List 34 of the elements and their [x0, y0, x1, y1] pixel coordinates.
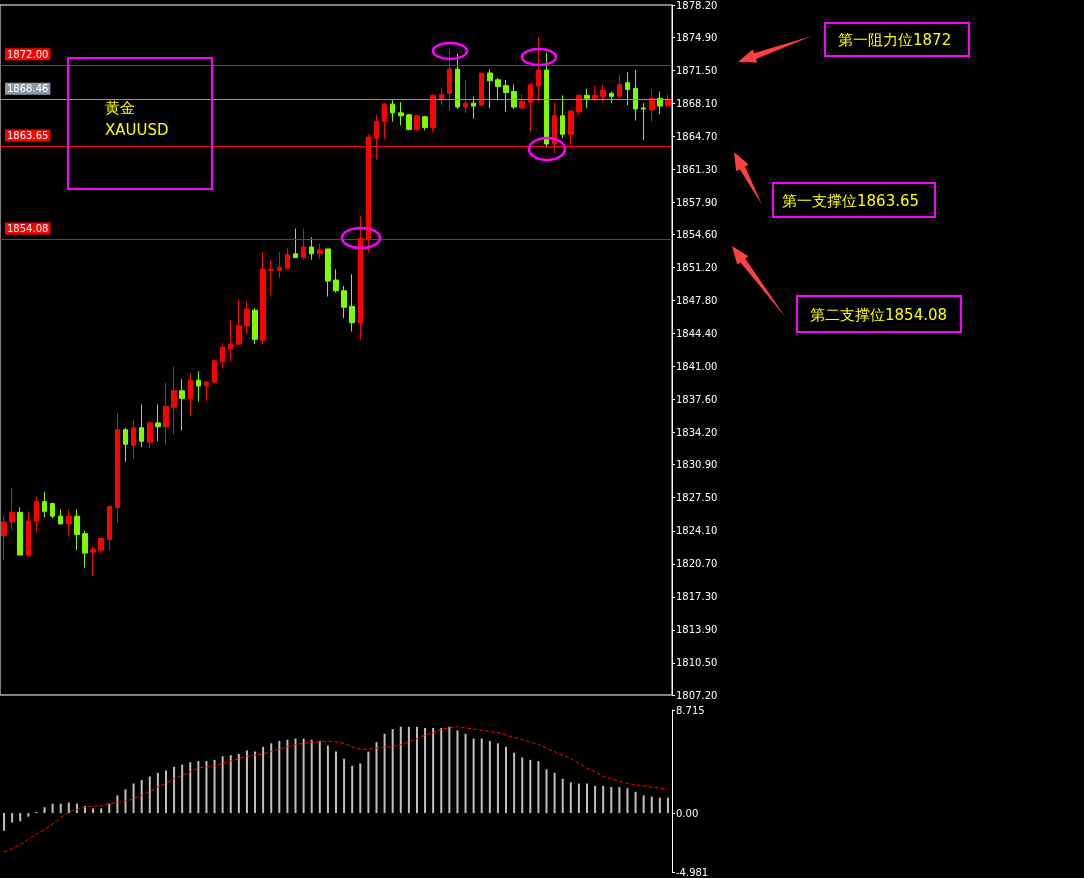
y-tick-label: 1871.50: [676, 64, 718, 76]
y-tick-label: 1857.90: [676, 196, 718, 208]
y-tick-label: 1864.70: [676, 130, 718, 142]
y-tick-label: -4.981: [676, 866, 709, 878]
ref-line-label: 1863.65: [7, 129, 49, 141]
y-tick-label: 1844.40: [676, 327, 718, 339]
ref-line-label: 1872.00: [7, 48, 49, 60]
y-tick-label: 1851.20: [676, 261, 718, 273]
annotation: 黄金: [105, 99, 135, 118]
text: 第一阻力位1872: [838, 31, 952, 50]
y-tick-label: 8.715: [676, 704, 705, 716]
y-tick-label: 1830.90: [676, 459, 718, 471]
y-tick-label: 1813.90: [676, 624, 718, 636]
annotation: XAUUSD: [105, 121, 169, 139]
y-tick-label: 1834.20: [676, 427, 718, 439]
y-tick-label: 1827.50: [676, 492, 718, 504]
y-tick-label: 1837.60: [676, 394, 718, 406]
y-tick-label: 1824.10: [676, 525, 718, 537]
text: 第一支撑位1863.65: [782, 192, 920, 211]
y-tick-label: 1854.60: [676, 228, 718, 240]
ref-line-label: 1854.08: [7, 222, 49, 234]
y-tick-label: 1817.30: [676, 591, 718, 603]
y-tick-label: 0.00: [676, 807, 699, 819]
y-tick-label: 1861.30: [676, 163, 718, 175]
ref-line-label: 1868.46: [7, 83, 49, 95]
text: 第二支撑位1854.08: [810, 306, 948, 325]
y-tick-label: 1807.20: [676, 689, 718, 701]
y-tick-label: 1841.00: [676, 361, 718, 373]
y-tick-label: 1820.70: [676, 558, 718, 570]
y-tick-label: 1874.90: [676, 31, 718, 43]
y-tick-label: 1810.50: [676, 657, 718, 669]
y-tick-label: 1868.10: [676, 97, 718, 109]
y-tick-label: 1847.80: [676, 294, 718, 306]
y-tick-label: 1878.20: [676, 0, 718, 11]
